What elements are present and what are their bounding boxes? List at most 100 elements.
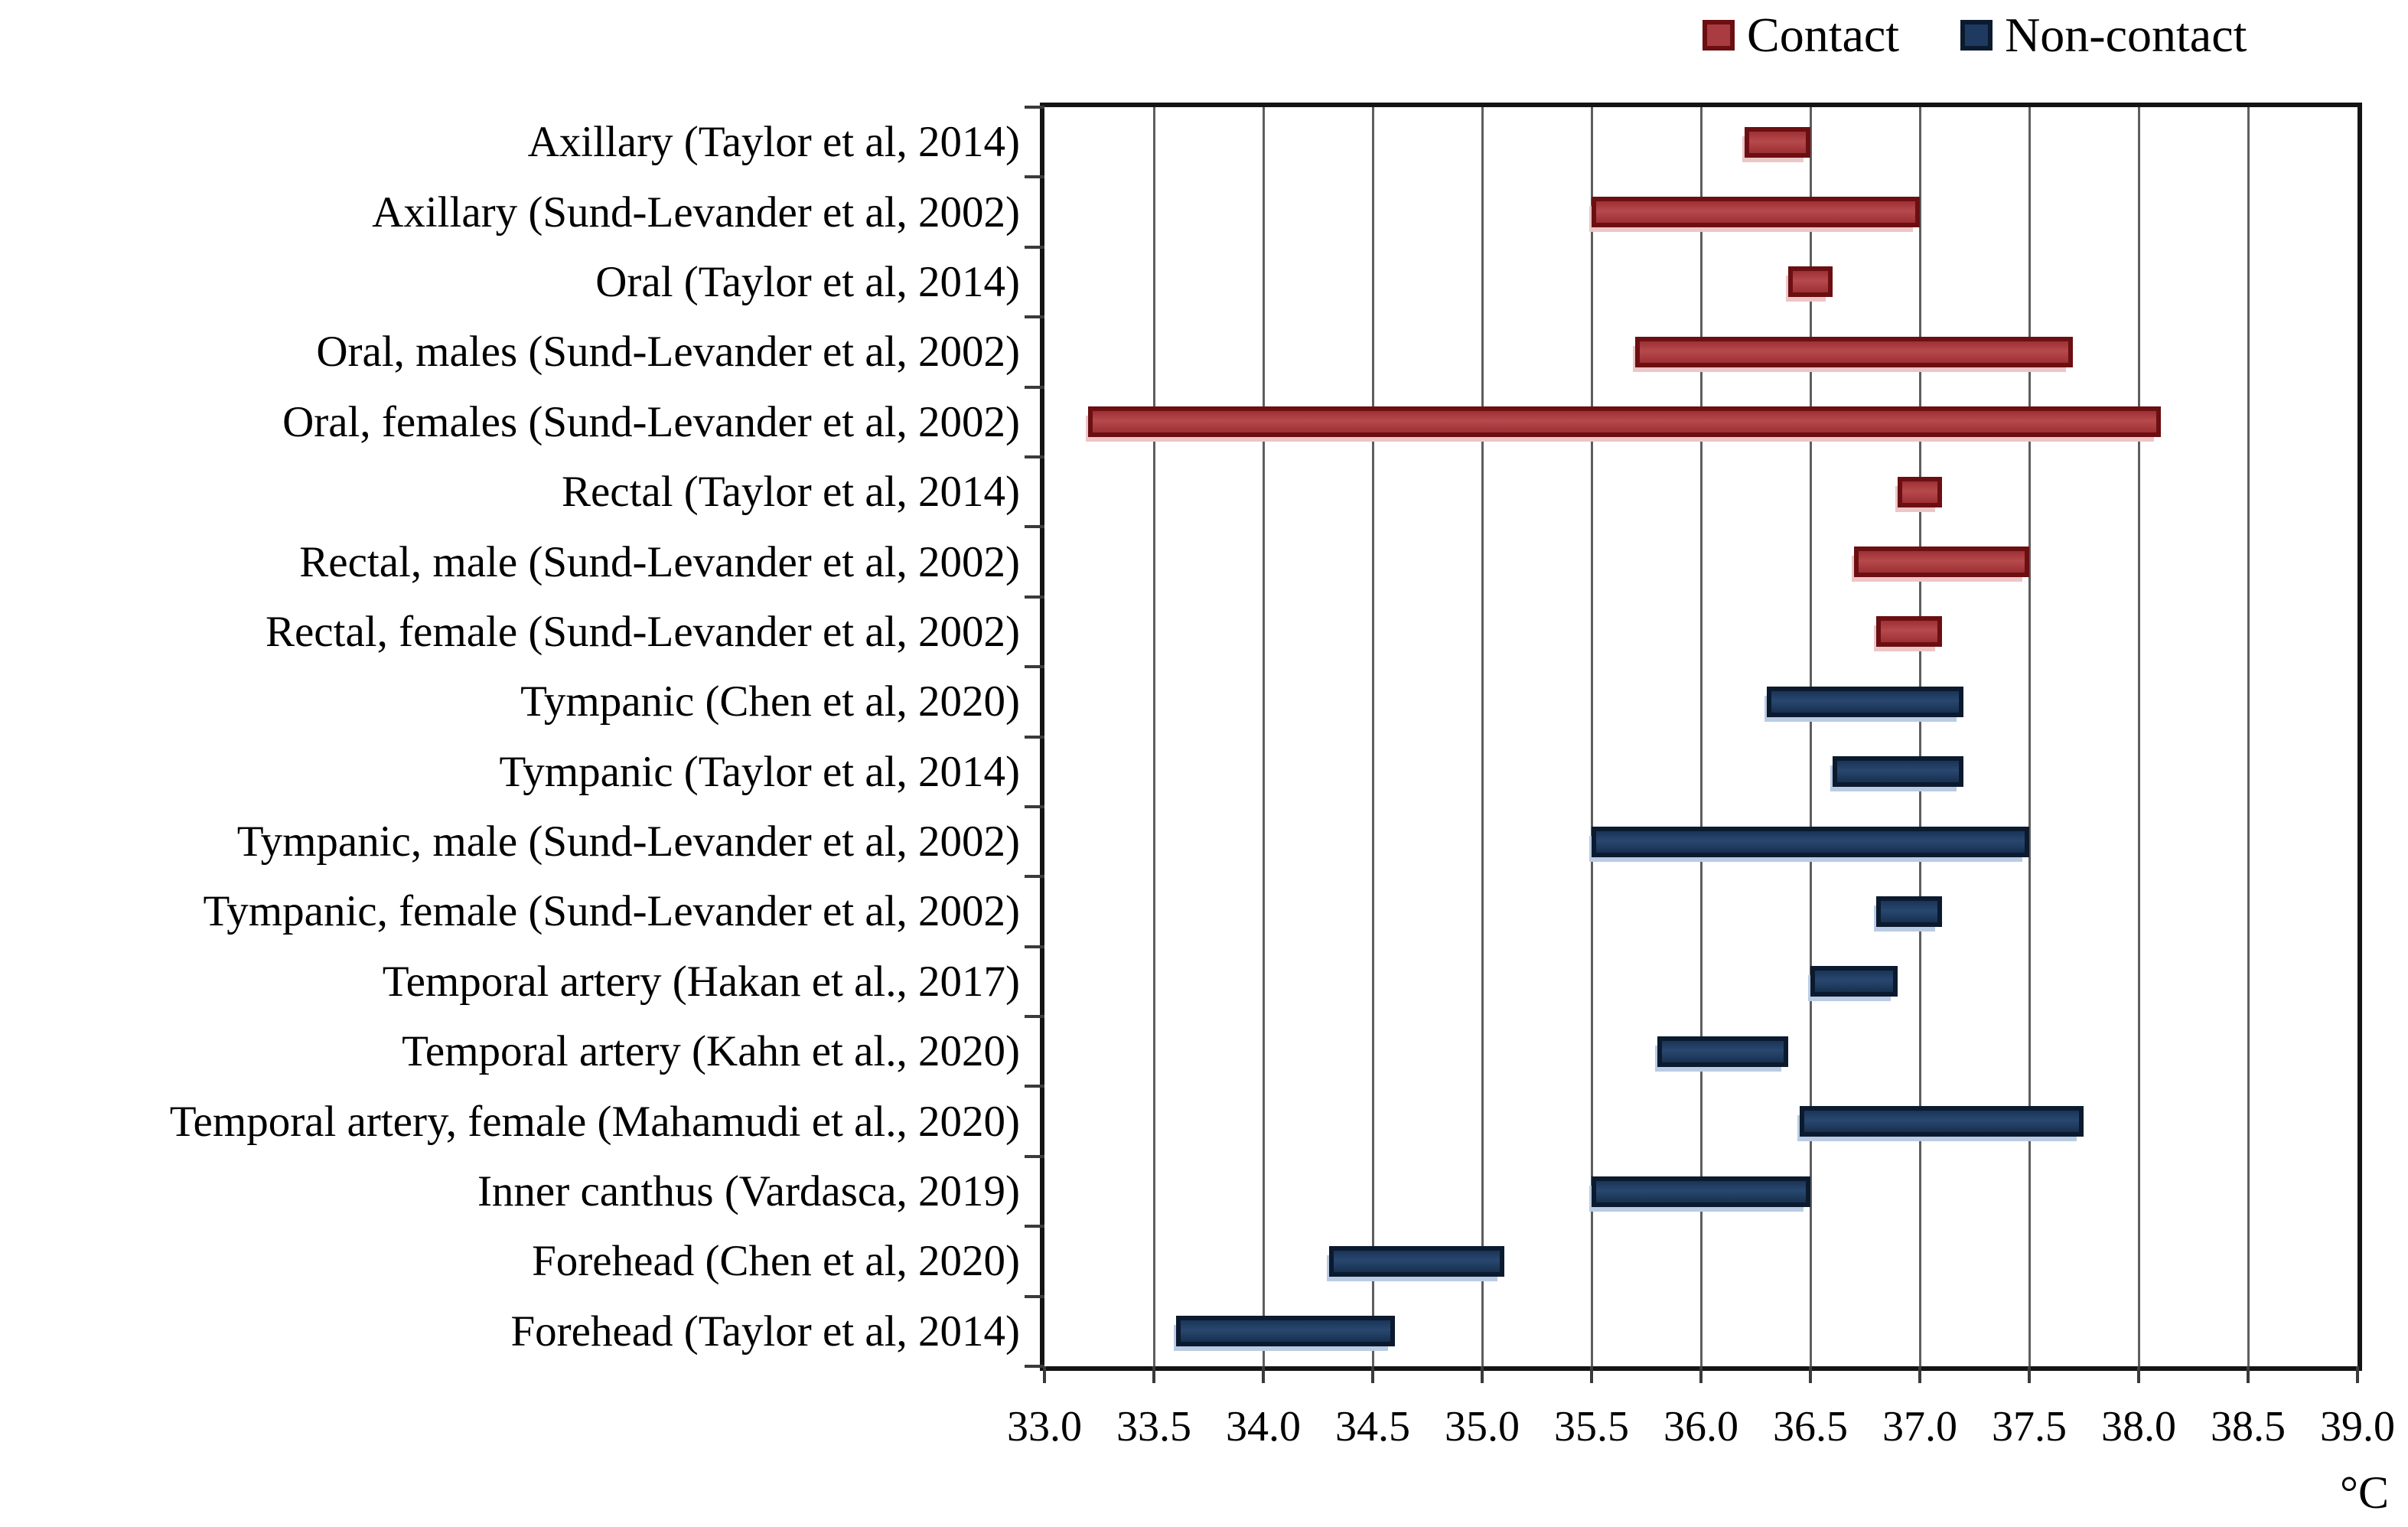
range-bar-non-contact <box>1592 826 2029 857</box>
x-axis-tick-label: 34.5 <box>1335 1403 1410 1450</box>
category-label: Oral, females (Sund-Levander et al, 2002… <box>282 397 1020 446</box>
category-label: Temporal artery (Kahn et al., 2020) <box>402 1027 1020 1076</box>
legend-item-non-contact: Non-contact <box>1960 9 2247 60</box>
x-axis-tick-label: 39.0 <box>2320 1403 2395 1450</box>
category-label: Temporal artery (Hakan et al., 2017) <box>382 957 1020 1006</box>
y-axis-tick <box>1025 1015 1044 1019</box>
x-axis-tick <box>1481 1366 1484 1383</box>
x-axis-tick <box>2028 1366 2031 1383</box>
category-label: Tympanic, male (Sund-Levander et al, 200… <box>236 817 1020 866</box>
y-axis-tick <box>1025 245 1044 249</box>
x-axis-tick-label: 34.0 <box>1226 1403 1301 1450</box>
x-axis-tick-label: 33.5 <box>1116 1403 1191 1450</box>
range-bar-contact <box>1788 266 1833 298</box>
range-bar-non-contact <box>1799 1106 2084 1137</box>
range-bar-contact <box>1854 547 2029 578</box>
y-axis-tick <box>1025 1085 1044 1088</box>
legend-label-non-contact: Non-contact <box>2005 8 2247 62</box>
y-axis-tick <box>1025 595 1044 599</box>
y-axis-tick <box>1025 665 1044 669</box>
gridline <box>2247 107 2250 1366</box>
category-label: Temporal artery, female (Mahamudi et al.… <box>169 1097 1020 1146</box>
gridline <box>1371 107 1374 1366</box>
x-axis-tick <box>1371 1366 1374 1383</box>
range-bar-non-contact <box>1875 896 1942 927</box>
x-axis-tick-label: 36.5 <box>1773 1403 1848 1450</box>
range-bar-contact <box>1745 126 1810 158</box>
x-axis-tick-label: 35.5 <box>1554 1403 1629 1450</box>
category-label: Forehead (Taylor et al, 2014) <box>510 1307 1020 1356</box>
y-axis-tick <box>1025 1365 1044 1368</box>
x-axis-unit-label: °C <box>2340 1467 2390 1518</box>
category-label: Tympanic, female (Sund-Levander et al, 2… <box>203 887 1020 936</box>
x-axis-tick <box>2137 1366 2140 1383</box>
range-bar-contact <box>1635 336 2074 367</box>
legend-label-contact: Contact <box>1747 8 1900 62</box>
gridline <box>2137 107 2140 1366</box>
y-axis-tick <box>1025 1225 1044 1228</box>
range-bar-non-contact <box>1766 686 1964 717</box>
gridline <box>1152 107 1155 1366</box>
y-axis-tick <box>1025 315 1044 319</box>
y-axis-tick <box>1025 385 1044 389</box>
x-axis-tick <box>2247 1366 2250 1383</box>
category-label: Axillary (Taylor et al, 2014) <box>527 118 1020 167</box>
y-axis-tick <box>1025 455 1044 458</box>
range-bar-non-contact <box>1175 1316 1395 1347</box>
range-bar-non-contact <box>1810 966 1898 997</box>
y-axis-tick <box>1025 735 1044 739</box>
x-axis-tick <box>1809 1366 1812 1383</box>
y-axis-tick <box>1025 106 1044 109</box>
category-label: Tympanic (Taylor et al, 2014) <box>499 747 1020 796</box>
y-axis-tick <box>1025 1154 1044 1158</box>
category-label: Axillary (Sund-Levander et al, 2002) <box>372 188 1020 237</box>
range-bar-non-contact <box>1657 1036 1789 1067</box>
y-axis-tick <box>1025 804 1044 808</box>
x-axis-tick <box>1590 1366 1593 1383</box>
range-bar-non-contact <box>1328 1245 1504 1277</box>
x-axis-tick <box>1918 1366 1921 1383</box>
gridline <box>1809 107 1812 1366</box>
x-axis-tick <box>1262 1366 1265 1383</box>
range-bar-contact <box>1875 616 1942 648</box>
category-label: Oral (Taylor et al, 2014) <box>595 257 1020 306</box>
gridline <box>1590 107 1593 1366</box>
gridline <box>2028 107 2031 1366</box>
x-axis-tick-label: 36.0 <box>1663 1403 1738 1450</box>
y-axis-tick <box>1025 875 1044 879</box>
gridline <box>1918 107 1921 1366</box>
chart-legend: Contact Non-contact <box>1703 9 2247 60</box>
non-contact-swatch-icon <box>1960 19 1993 51</box>
range-bar-non-contact <box>1592 1176 1810 1207</box>
y-axis-tick <box>1025 945 1044 948</box>
y-axis-tick <box>1025 1294 1044 1298</box>
x-axis-tick <box>1699 1366 1703 1383</box>
range-bar-contact <box>1592 197 1920 228</box>
x-axis-tick-label: 37.0 <box>1882 1403 1957 1450</box>
x-axis-tick-label: 33.0 <box>1007 1403 1082 1450</box>
gridline <box>1481 107 1484 1366</box>
category-label: Oral, males (Sund-Levander et al, 2002) <box>316 328 1020 377</box>
category-label: Inner canthus (Vardasca, 2019) <box>477 1167 1020 1216</box>
x-axis-tick <box>1043 1366 1046 1383</box>
legend-item-contact: Contact <box>1703 9 1899 60</box>
contact-swatch-icon <box>1703 19 1735 51</box>
category-label: Tympanic (Chen et al, 2020) <box>520 677 1020 726</box>
gridline <box>1699 107 1703 1366</box>
category-label: Forehead (Chen et al, 2020) <box>532 1237 1020 1286</box>
gridline <box>1262 107 1265 1366</box>
x-axis-tick-label: 35.0 <box>1445 1403 1520 1450</box>
category-label: Rectal, male (Sund-Levander et al, 2002) <box>299 537 1020 586</box>
category-label: Rectal (Taylor et al, 2014) <box>561 468 1020 517</box>
plot-area <box>1040 103 2362 1371</box>
category-label: Rectal, female (Sund-Levander et al, 200… <box>265 607 1020 656</box>
x-axis-tick-label: 38.0 <box>2101 1403 2176 1450</box>
range-bar-non-contact <box>1832 756 1964 788</box>
y-axis-tick <box>1025 525 1044 529</box>
x-axis-tick <box>2356 1366 2359 1383</box>
x-axis-tick <box>1152 1366 1155 1383</box>
x-axis-tick-label: 38.5 <box>2211 1403 2286 1450</box>
y-axis-tick <box>1025 175 1044 179</box>
range-bar-contact <box>1088 406 2161 438</box>
